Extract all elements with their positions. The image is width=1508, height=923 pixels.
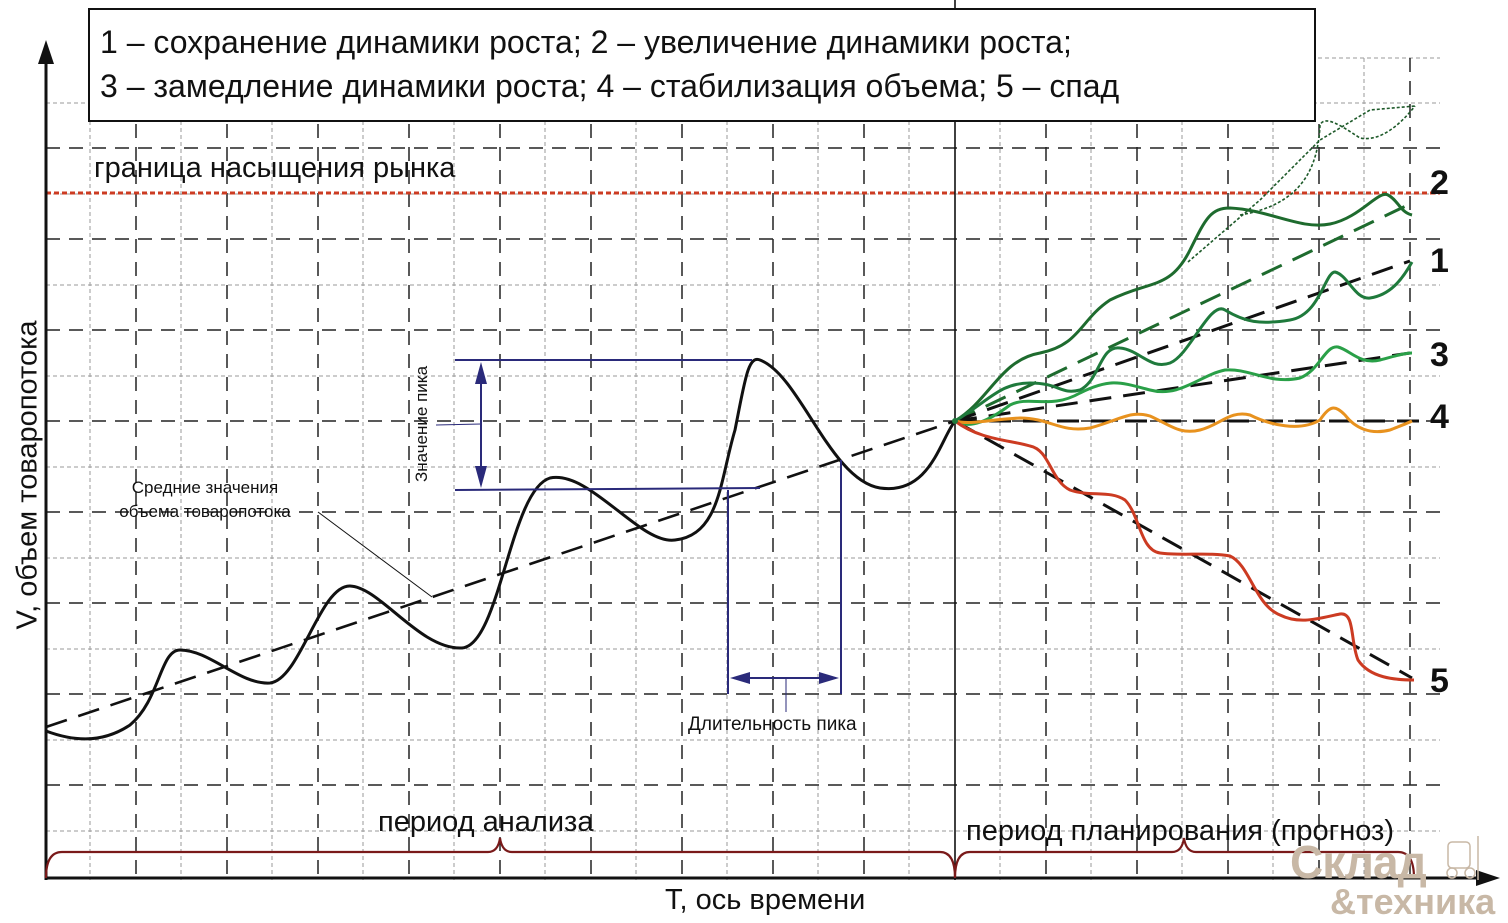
historical-curve xyxy=(45,357,957,741)
x-axis-label: T, ось времени xyxy=(665,884,866,916)
series-label-5: 5 xyxy=(1430,662,1449,700)
y-axis-arrow-icon xyxy=(38,40,54,64)
forecast-curve-1 xyxy=(954,261,1414,423)
saturation-label: граница насыщения рынка xyxy=(94,152,456,184)
legend-line-1: 1 – сохранение динамики роста; 2 – увели… xyxy=(100,24,1072,60)
series-label-2: 2 xyxy=(1430,164,1449,202)
forecast-trends xyxy=(954,202,1430,680)
forecast-curve-4 xyxy=(954,406,1413,434)
avg-leader-line xyxy=(317,511,433,598)
peak-value-label: Значение пика xyxy=(412,365,431,483)
watermark-line-2: &техника xyxy=(1330,881,1496,922)
grid-major xyxy=(46,58,1440,880)
period-analysis-label: период анализа xyxy=(378,806,594,838)
forklift-icon xyxy=(1446,836,1479,880)
peak-duration-label: Длительность пика xyxy=(688,714,857,735)
peak-duration-annotation xyxy=(727,460,842,712)
legend-box: 1 – сохранение динамики роста; 2 – увели… xyxy=(88,8,1316,122)
forecast-2-dotted xyxy=(1187,105,1416,263)
forecast-curve-5 xyxy=(954,419,1415,682)
watermark-logo: Склад &техника xyxy=(1290,836,1496,922)
period-plan-label: период планирования (прогноз) xyxy=(966,815,1395,847)
series-label-4: 4 xyxy=(1430,398,1449,436)
series-label-3: 3 xyxy=(1430,336,1449,374)
brace-plan xyxy=(953,837,1416,879)
historical-trend-line xyxy=(45,419,956,729)
forecast-curve-2 xyxy=(954,192,1413,423)
y-axis-label: V, объем товаропотока xyxy=(11,320,44,630)
pivot-point xyxy=(952,418,958,424)
peak-value-annotation xyxy=(435,359,761,491)
x-axis-arrow-icon xyxy=(1476,870,1500,886)
legend-line-2: 3 – замедление динамики роста; 4 – стаби… xyxy=(100,68,1120,104)
brace-analysis xyxy=(44,837,957,879)
series-label-1: 1 xyxy=(1430,242,1449,280)
avg-values-label: Средние значения объема товаропотока xyxy=(119,478,291,521)
watermark-line-1: Склад xyxy=(1290,836,1427,888)
forecast-curve-3 xyxy=(954,345,1413,426)
